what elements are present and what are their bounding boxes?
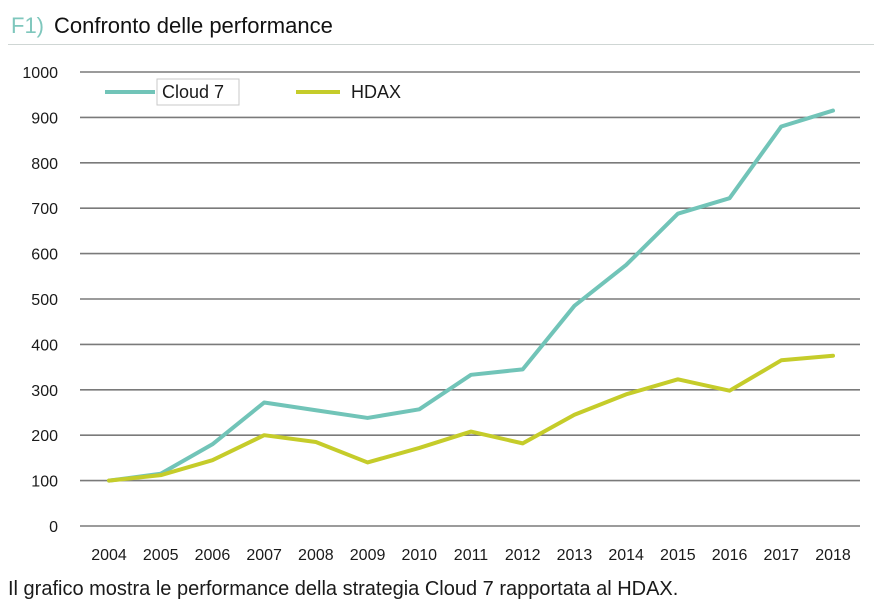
- y-tick-label: 0: [49, 519, 58, 536]
- series-line-cloud-7: [107, 108, 835, 483]
- x-tick-label: 2018: [815, 547, 851, 564]
- x-tick-label: 2009: [350, 547, 386, 564]
- line-chart: 0 100 200 300 400 500 600 700 800 900 1000 2004 2005…: [22, 65, 860, 564]
- y-tick-label: 300: [31, 383, 58, 400]
- x-tick-label: 2015: [660, 547, 696, 564]
- x-tick-label: 2017: [763, 547, 799, 564]
- x-tick-label: 2008: [298, 547, 334, 564]
- legend-label: Cloud 7: [162, 82, 224, 102]
- figure-label: F1): [11, 13, 44, 38]
- y-tick-label: 500: [31, 292, 58, 309]
- legend-label: HDAX: [351, 82, 401, 102]
- x-tick-label: 2012: [505, 547, 541, 564]
- x-tick-label: 2007: [246, 547, 282, 564]
- x-tick-label: 2011: [454, 547, 489, 564]
- x-tick-label: 2013: [557, 547, 593, 564]
- y-tick-label: 700: [31, 201, 58, 218]
- x-tick-label: 2005: [143, 547, 179, 564]
- figure-header: F1) Confronto delle performance: [8, 0, 874, 45]
- y-tick-label: 400: [31, 337, 58, 354]
- x-tick-label: 2004: [91, 547, 127, 564]
- y-tick-label: 600: [31, 247, 58, 264]
- figure-caption: Il grafico mostra le performance della s…: [8, 578, 679, 600]
- x-tick-label: 2016: [712, 547, 748, 564]
- x-tick-label: 2006: [195, 547, 231, 564]
- y-tick-label: 800: [31, 156, 58, 173]
- series-line-hdax: [107, 353, 835, 483]
- x-tick-label: 2010: [401, 547, 437, 564]
- chart-panel: 0 100 200 300 400 500 600 700 800 900 1000 2004 2005…: [8, 48, 874, 568]
- y-tick-label: 1000: [22, 65, 58, 82]
- y-tick-label: 100: [31, 474, 58, 491]
- y-tick-label: 900: [31, 110, 58, 127]
- y-tick-label: 200: [31, 428, 58, 445]
- x-tick-label: 2014: [608, 547, 644, 564]
- legend-label-box: [156, 78, 240, 106]
- figure-title: Confronto delle performance: [54, 13, 333, 38]
